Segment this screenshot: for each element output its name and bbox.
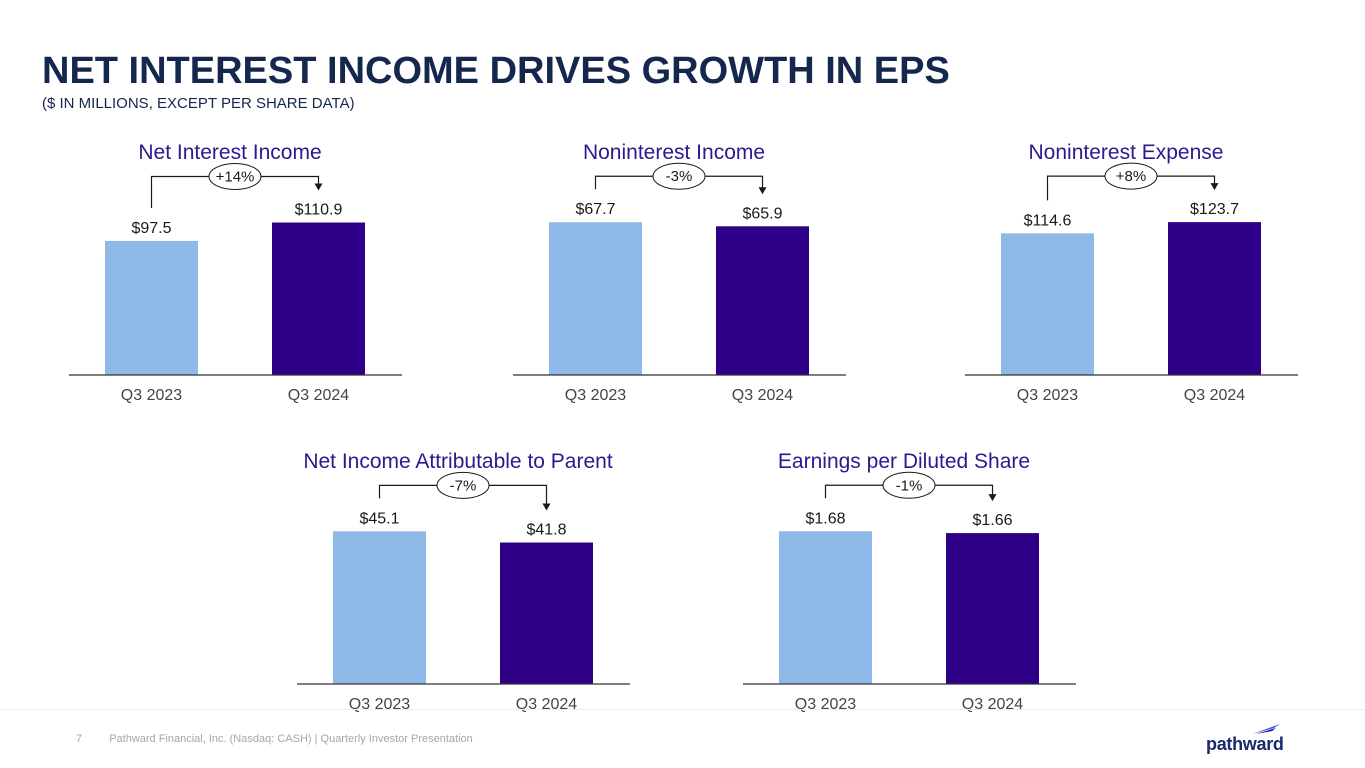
- x-tick-label: Q3 2023: [795, 696, 856, 713]
- data-label: $97.5: [131, 220, 171, 237]
- chart-title: Net Interest Income: [138, 141, 321, 164]
- x-tick-label: Q3 2023: [121, 387, 182, 404]
- change-badge: [208, 163, 262, 191]
- arrow-down-icon: [542, 503, 551, 511]
- logo-text: pathward: [1206, 734, 1284, 754]
- logo-mark-icon: [1252, 724, 1280, 734]
- chart-title: Net Income Attributable to Parent: [303, 450, 613, 473]
- page-number: 7: [76, 733, 83, 745]
- bar-q3-2024: [716, 226, 809, 375]
- change-badge: [652, 162, 706, 190]
- bar-q3-2024: [272, 222, 365, 375]
- bar-q3-2023: [779, 531, 872, 684]
- data-label: $1.68: [805, 510, 845, 527]
- bar-q3-2023: [333, 531, 426, 684]
- x-tick-label: Q3 2024: [1184, 387, 1245, 404]
- data-label: $65.9: [742, 205, 782, 222]
- x-tick-label: Q3 2023: [1017, 387, 1078, 404]
- chart-noninterest-expense: Noninterest Expense $114.6 Q3 2023 $123.7 Q3…: [965, 141, 1298, 404]
- chart-title: Noninterest Expense: [1029, 141, 1224, 164]
- change-percent: -1%: [896, 477, 923, 494]
- x-tick-label: Q3 2023: [349, 696, 410, 713]
- chart-net-income-parent: Net Income Attributable to Parent $45.1 Q3…: [297, 450, 630, 713]
- data-label: $41.8: [526, 522, 566, 539]
- data-label: $45.1: [359, 510, 399, 527]
- data-label: $123.7: [1190, 201, 1239, 218]
- change-percent: +14%: [216, 169, 255, 186]
- page-subtitle: ($ IN MILLIONS, EXCEPT PER SHARE DATA): [42, 95, 355, 112]
- change-percent: -3%: [666, 168, 693, 185]
- bar-q3-2023: [1001, 233, 1094, 375]
- change-percent: -7%: [450, 477, 477, 494]
- change-badge: [1104, 162, 1158, 190]
- change-badge: [882, 471, 936, 499]
- bar-q3-2024: [946, 533, 1039, 684]
- chart-net-interest-income: Net Interest Income $97.5 Q3 2023 $110.9 Q3 …: [69, 141, 402, 404]
- x-tick-label: Q3 2024: [732, 387, 793, 404]
- data-label: $114.6: [1024, 212, 1072, 229]
- chart-noninterest-income: Noninterest Income $67.7 Q3 2023 $65.9 Q3 20…: [513, 141, 846, 404]
- arrow-down-icon: [1210, 183, 1219, 191]
- footer-text: Pathward Financial, Inc. (Nasdaq: CASH) …: [109, 733, 473, 745]
- footer-divider: [0, 709, 1365, 710]
- arrow-down-icon: [758, 187, 767, 195]
- bar-q3-2023: [105, 240, 198, 375]
- x-tick-label: Q3 2024: [962, 696, 1023, 713]
- footer: 7 Pathward Financial, Inc. (Nasdaq: CASH…: [76, 733, 473, 745]
- arrow-down-icon: [988, 494, 997, 502]
- data-label: $110.9: [295, 202, 343, 219]
- chart-eps: Earnings per Diluted Share $1.68 Q3 2023 $1…: [743, 450, 1076, 713]
- x-tick-label: Q3 2024: [288, 387, 349, 404]
- page-title: NET INTEREST INCOME DRIVES GROWTH IN EPS: [42, 50, 950, 92]
- data-label: $1.66: [972, 512, 1012, 529]
- chart-title: Earnings per Diluted Share: [778, 450, 1030, 473]
- data-label: $67.7: [575, 201, 615, 218]
- arrow-down-icon: [314, 183, 323, 191]
- change-percent: +8%: [1116, 168, 1146, 185]
- x-tick-label: Q3 2023: [565, 387, 626, 404]
- bar-q3-2023: [549, 222, 642, 375]
- chart-title: Noninterest Income: [583, 141, 765, 164]
- x-tick-label: Q3 2024: [516, 696, 577, 713]
- bar-q3-2024: [1168, 222, 1261, 375]
- pathward-logo: pathward: [1206, 722, 1296, 756]
- bar-q3-2024: [500, 542, 593, 684]
- change-badge: [436, 471, 490, 499]
